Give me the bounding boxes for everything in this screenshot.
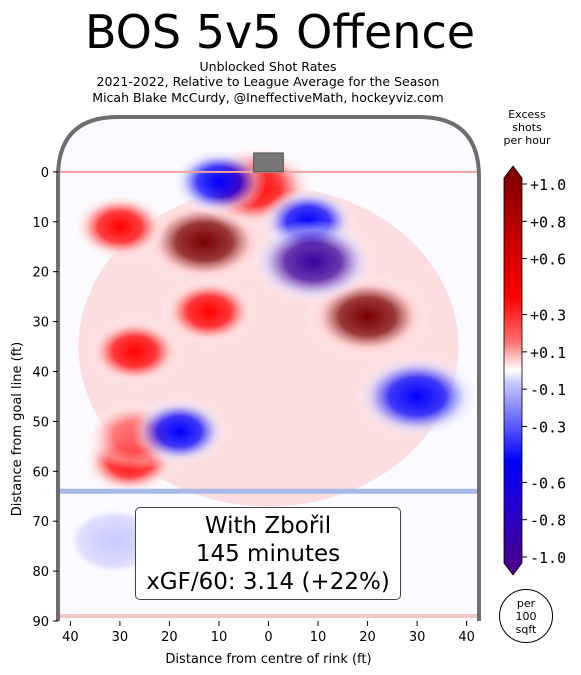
units-badge-line-2: 100: [515, 610, 537, 623]
hotspot-negative-11: [170, 147, 267, 216]
goal-net: [253, 152, 284, 173]
colorbar-tick-label-0: +1.0: [530, 176, 566, 194]
hotspot-positive-4: [71, 192, 168, 261]
x-tick-label-7: 30: [409, 630, 426, 645]
summary-annotation: With Zbořil 145 minutes xGF/60: 3.14 (+2…: [135, 507, 401, 600]
y-axis-label: Distance from goal line (ft): [10, 342, 25, 516]
colorbar-title-line-2: shots: [512, 121, 542, 134]
annotation-line-3: xGF/60: 3.14 (+22%): [146, 569, 390, 595]
units-badge-line-1: per: [516, 597, 536, 610]
heatmap-layer: [66, 144, 479, 576]
hotspot-negative-13: [131, 397, 228, 466]
subtitle-line-3: Micah Blake McCurdy, @IneffectiveMath, h…: [92, 90, 444, 105]
y-tick-label-9: 90: [32, 615, 49, 630]
y-tick-label-6: 60: [32, 465, 49, 480]
hotspot-positive-6: [86, 317, 183, 386]
colorbar-tick-label-4: +0.1: [530, 344, 566, 362]
y-tick-label-2: 20: [32, 266, 49, 281]
annotation-line-1: With Zbořil: [204, 513, 332, 539]
x-axis-label: Distance from centre of rink (ft): [165, 652, 371, 667]
y-tick-label-1: 10: [32, 216, 49, 231]
y-tick-label-3: 30: [32, 316, 49, 331]
subtitle-line-1: Unblocked Shot Rates: [199, 59, 337, 74]
units-badge: per 100 sqft: [499, 589, 553, 643]
colorbar-tick-label-9: -1.0: [530, 549, 566, 567]
colorbar-tick-label-8: -0.8: [530, 512, 566, 530]
x-tick-label-0: 40: [62, 630, 79, 645]
subtitle-line-2: 2021-2022, Relative to League Average fo…: [96, 74, 440, 89]
colorbar: [503, 165, 523, 576]
hotspot-negative-10: [251, 219, 376, 304]
colorbar-title: Excess shots per hour: [495, 108, 559, 147]
x-tick-label-8: 40: [458, 630, 475, 645]
hotspot-positive-7: [161, 277, 258, 346]
chart-title: BOS 5v5 Offence: [84, 5, 476, 59]
x-tick-label-2: 20: [161, 630, 178, 645]
rink-boards: [56, 115, 481, 621]
x-tick-label-6: 20: [359, 630, 376, 645]
colorbar-title-line-3: per hour: [503, 134, 551, 147]
colorbar-tick-label-2: +0.6: [530, 251, 566, 269]
colorbar-tick-label-5: -0.1: [530, 381, 566, 399]
colorbar-title-line-1: Excess: [508, 108, 546, 121]
x-tick-label-3: 10: [211, 630, 228, 645]
y-tick-label-7: 70: [32, 515, 49, 530]
units-badge-line-3: sqft: [515, 623, 537, 636]
hotspot-negative-12: [355, 354, 479, 439]
colorbar-tick-label-6: -0.3: [530, 418, 566, 436]
y-tick-label-0: 0: [41, 166, 49, 181]
colorbar-tick-label-1: +0.8: [530, 213, 566, 231]
y-tick-label-4: 40: [32, 365, 49, 380]
y-tick-label-5: 50: [32, 415, 49, 430]
x-tick-label-4: 0: [264, 630, 272, 645]
y-tick-label-8: 80: [32, 565, 49, 580]
colorbar-tick-label-7: -0.6: [530, 474, 566, 492]
x-tick-label-1: 30: [112, 630, 129, 645]
colorbar-tick-label-3: +0.3: [530, 307, 566, 325]
annotation-line-2: 145 minutes: [195, 541, 341, 567]
x-tick-label-5: 10: [310, 630, 327, 645]
